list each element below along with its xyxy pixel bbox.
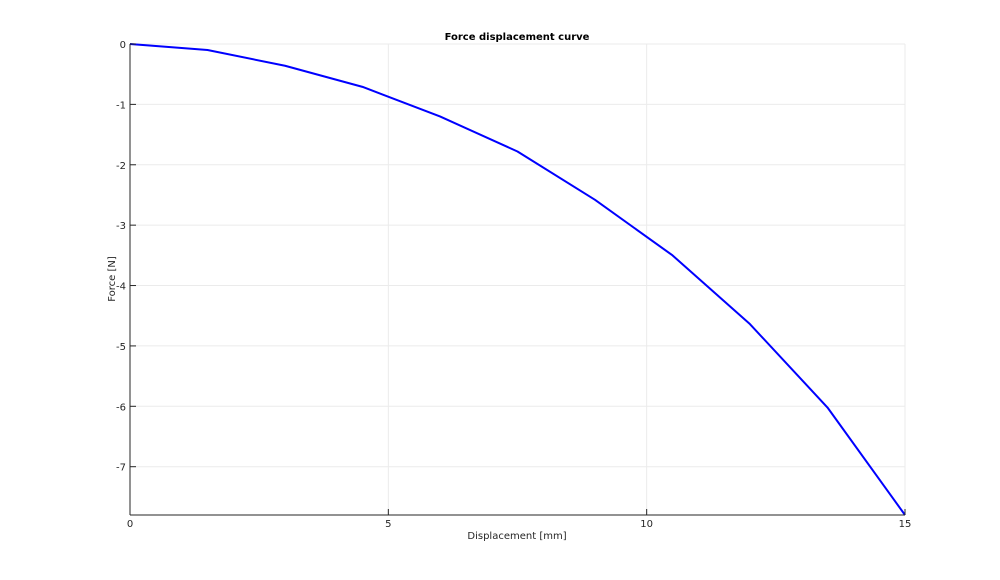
grid [129, 43, 906, 515]
y-tick-label: -2 [116, 161, 126, 172]
x-tick-label: 10 [640, 519, 653, 530]
y-tick-label: -7 [116, 463, 126, 474]
plot-area [130, 44, 905, 515]
y-tick-label: -6 [116, 402, 126, 413]
tick-labels: 0 5 10 15 0 -1 -2 -3 -4 -5 -6 -7 [116, 40, 911, 530]
y-axis-label: Force [N] [107, 256, 118, 302]
x-axis-label: Displacement [mm] [467, 531, 566, 542]
y-tick-label: -4 [116, 282, 126, 293]
x-tick-label: 5 [385, 519, 391, 530]
chart-title: Force displacement curve [445, 32, 590, 43]
x-tick-label: 15 [899, 519, 912, 530]
x-tick-label: 0 [127, 519, 133, 530]
series-line [129, 43, 906, 516]
y-tick-label: -3 [116, 221, 126, 232]
series-group [129, 43, 906, 516]
y-tick-label: -1 [116, 100, 126, 111]
y-tick-label: -5 [116, 342, 126, 353]
axes [129, 43, 906, 516]
y-tick-label: 0 [120, 40, 126, 51]
